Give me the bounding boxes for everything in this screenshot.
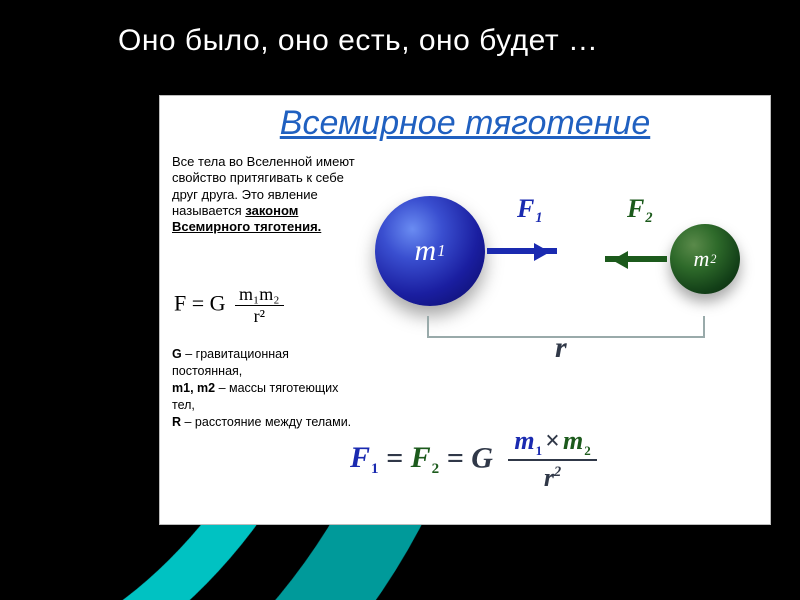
formula-fraction: m₁m₂ r² [235, 284, 284, 327]
formula-num: m₁m₂ [235, 284, 284, 306]
m1-label: m [415, 234, 437, 268]
mass-1-sphere: m1 [375, 196, 485, 306]
eq-eq2: = G [447, 441, 501, 474]
legend-r-txt: – расстояние между телами. [181, 415, 351, 429]
f2-sym: F [627, 194, 644, 223]
f1-sub: 1 [535, 210, 542, 226]
formula-den: r² [235, 306, 284, 327]
legend: G – гравитационная постоянная, m1, m2 – … [172, 346, 357, 430]
force-2-label: F2 [627, 194, 653, 227]
legend-r-sym: R [172, 415, 181, 429]
f2-sub: 2 [645, 210, 652, 226]
m2-label: m [694, 246, 710, 272]
legend-g-sym: G [172, 347, 182, 361]
bracket-tick-right [703, 316, 705, 338]
force-2-arrow [605, 256, 667, 262]
eq-fraction: m1×m2 r2 [508, 426, 596, 495]
eq-f1: F1 [350, 441, 379, 474]
eq-f2: F2 [411, 441, 440, 474]
force-1-arrow [487, 248, 557, 254]
main-equation: F1 = F2 = G m1×m2 r2 [350, 426, 597, 495]
formula-small: F = G m₁m₂ r² [174, 284, 284, 327]
force-diagram: m1 m2 F1 F2 r [365, 156, 760, 386]
slide-content: Оно было, оно есть, оно будет … Всемирно… [48, 0, 800, 600]
m1-sub: 1 [437, 241, 445, 261]
bracket-tick-left [427, 316, 429, 338]
slide-header: Оно было, оно есть, оно будет … [48, 0, 800, 68]
m2-sub: 2 [710, 252, 716, 267]
distance-label: r [555, 331, 567, 365]
eq-eq1: = [386, 441, 411, 474]
eq-num: m1×m2 [508, 426, 596, 461]
eq-den: r2 [508, 461, 596, 495]
concept-card: Всемирное тяготение Все тела во Вселенно… [160, 96, 770, 524]
mass-2-sphere: m2 [670, 224, 740, 294]
legend-m-sym: m1, m2 [172, 381, 215, 395]
legend-g-txt: – гравитационная постоянная, [172, 347, 289, 378]
slide-stage: Оно было, оно есть, оно будет … Всемирно… [0, 0, 800, 600]
force-1-label: F1 [517, 194, 543, 227]
lead-text: Все тела во Вселенной имеют свойство при… [172, 154, 357, 235]
card-title: Всемирное тяготение [160, 96, 770, 145]
formula-lhs: F = G [174, 291, 226, 316]
f1-sym: F [517, 194, 534, 223]
